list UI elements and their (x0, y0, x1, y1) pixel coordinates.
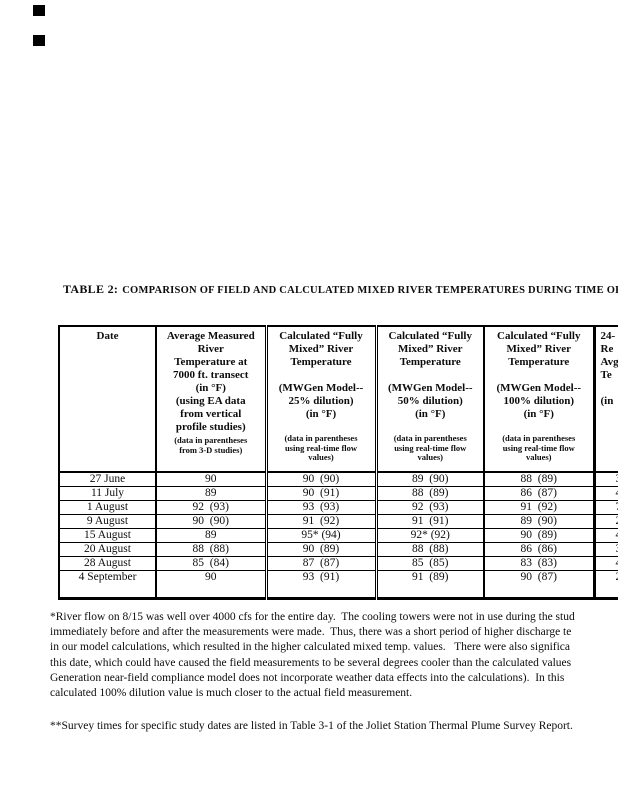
cell-measured: 90 (155, 570, 267, 599)
cell-50pct: 91 (91) (374, 514, 485, 529)
table-title-text: COMPARISON OF FIELD AND CALCULATED MIXED… (122, 285, 618, 296)
cell-date: 9 August (58, 514, 157, 529)
header-50pct-note: (data in parentheses using real-time flo… (393, 433, 467, 462)
cell-date: 11 July (58, 486, 157, 501)
comparison-table-wrapper: Date Average Measured River Temperature … (58, 325, 618, 600)
cell-50pct: 92* (92) (374, 528, 485, 543)
cell-50pct: 89 (90) (374, 471, 485, 487)
cell-clipped: 2 (592, 570, 618, 599)
table-body: 27 June 90 90 (90) 89 (90) 88 (89) 3 11 … (58, 471, 618, 599)
header-date-label: Date (96, 330, 119, 342)
cell-date: 1 August (58, 500, 157, 515)
header-100pct-label: Calculated “Fully Mixed” River Temperatu… (496, 330, 582, 420)
table-row: 28 August 85 (84) 87 (87) 85 (85) 83 (83… (58, 556, 618, 571)
cell-50pct: 85 (85) (374, 556, 485, 571)
cell-100pct: 90 (89) (483, 528, 595, 543)
table-row: 4 September 90 93 (91) 91 (89) 90 (87) 2 (58, 570, 618, 599)
cell-date: 27 June (58, 471, 157, 487)
cell-date: 15 August (58, 528, 157, 543)
cell-50pct: 88 (88) (374, 542, 485, 557)
cell-25pct: 90 (89) (264, 542, 377, 557)
cell-100pct: 86 (87) (483, 486, 595, 501)
cell-measured: 89 (155, 528, 267, 543)
header-cell-50pct: Calculated “Fully Mixed” River Temperatu… (374, 325, 485, 473)
cell-clipped: 3 (592, 542, 618, 557)
cell-clipped: 4 (592, 528, 618, 543)
table-row: 11 July 89 90 (91) 88 (89) 86 (87) 4 (58, 486, 618, 501)
table-title-label: TABLE 2: (63, 282, 119, 296)
footnote-1-line: in our model calculations, which resulte… (50, 641, 570, 654)
cell-date: 4 September (58, 570, 157, 599)
header-cell-date: Date (58, 325, 157, 473)
cell-measured: 90 (90) (155, 514, 267, 529)
table-title: TABLE 2: COMPARISON OF FIELD AND CALCULA… (63, 280, 618, 298)
header-measured-label: Average Measured River Temperature at 70… (166, 330, 255, 433)
cell-clipped: 4 (592, 486, 618, 501)
header-cell-25pct: Calculated “Fully Mixed” River Temperatu… (264, 325, 377, 473)
cell-measured: 88 (88) (155, 542, 267, 557)
header-25pct-note: (data in parentheses using real-time flo… (284, 433, 358, 462)
cell-100pct: 91 (92) (483, 500, 595, 515)
cell-measured: 92 (93) (155, 500, 267, 515)
cell-date: 20 August (58, 542, 157, 557)
header-measured-note: (data in parentheses from 3-D studies) (174, 435, 248, 455)
header-clipped-label: 24- Re Avg Te (in (600, 330, 618, 407)
header-row: Date Average Measured River Temperature … (58, 325, 618, 473)
table-row: 9 August 90 (90) 91 (92) 91 (91) 89 (90)… (58, 514, 618, 529)
header-50pct-label: Calculated “Fully Mixed” River Temperatu… (387, 330, 473, 420)
footnotes: *River flow on 8/15 was well over 4000 c… (50, 610, 575, 734)
cell-date: 28 August (58, 556, 157, 571)
table-row: 1 August 92 (93) 93 (93) 92 (93) 91 (92)… (58, 500, 618, 515)
cell-25pct: 90 (91) (264, 486, 377, 501)
table-header: Date Average Measured River Temperature … (58, 325, 618, 473)
cell-100pct: 89 (90) (483, 514, 595, 529)
cell-measured: 90 (155, 471, 267, 487)
cell-100pct: 83 (83) (483, 556, 595, 571)
cell-measured: 89 (155, 486, 267, 501)
cell-clipped: 2 (592, 514, 618, 529)
scan-artifact-mark (33, 5, 45, 16)
table-row: 27 June 90 90 (90) 89 (90) 88 (89) 3 (58, 471, 618, 487)
header-100pct-note: (data in parentheses using real-time flo… (502, 433, 576, 462)
cell-25pct: 93 (93) (264, 500, 377, 515)
cell-100pct: 88 (89) (483, 471, 595, 487)
header-cell-clipped: 24- Re Avg Te (in (592, 325, 618, 473)
cell-25pct: 93 (91) (264, 570, 377, 599)
table-row: 20 August 88 (88) 90 (89) 88 (88) 86 (86… (58, 542, 618, 557)
scan-artifact-mark (33, 35, 45, 46)
cell-100pct: 90 (87) (483, 570, 595, 599)
cell-25pct: 90 (90) (264, 471, 377, 487)
footnote-2: **Survey times for specific study dates … (50, 720, 573, 733)
cell-25pct: 91 (92) (264, 514, 377, 529)
footnote-1-line: Generation near-field compliance model d… (50, 671, 565, 684)
cell-50pct: 92 (93) (374, 500, 485, 515)
header-cell-measured: Average Measured River Temperature at 70… (155, 325, 267, 473)
cell-50pct: 88 (89) (374, 486, 485, 501)
comparison-table: Date Average Measured River Temperature … (58, 325, 618, 600)
table-row: 15 August 89 95* (94) 92* (92) 90 (89) 4 (58, 528, 618, 543)
header-cell-100pct: Calculated “Fully Mixed” River Temperatu… (483, 325, 595, 473)
cell-clipped: 7 (592, 500, 618, 515)
header-25pct-label: Calculated “Fully Mixed” River Temperatu… (278, 330, 364, 420)
cell-50pct: 91 (89) (374, 570, 485, 599)
cell-25pct: 87 (87) (264, 556, 377, 571)
cell-clipped: 3 (592, 471, 618, 487)
footnote-1-line: immediately before and after the measure… (50, 626, 572, 639)
cell-100pct: 86 (86) (483, 542, 595, 557)
cell-measured: 85 (84) (155, 556, 267, 571)
footnote-1-line: this date, which could have caused the f… (50, 656, 572, 669)
footnote-1-line: calculated 100% dilution value is much c… (50, 687, 413, 700)
cell-25pct: 95* (94) (264, 528, 377, 543)
cell-clipped: 4 (592, 556, 618, 571)
footnote-1-line: *River flow on 8/15 was well over 4000 c… (50, 611, 575, 623)
